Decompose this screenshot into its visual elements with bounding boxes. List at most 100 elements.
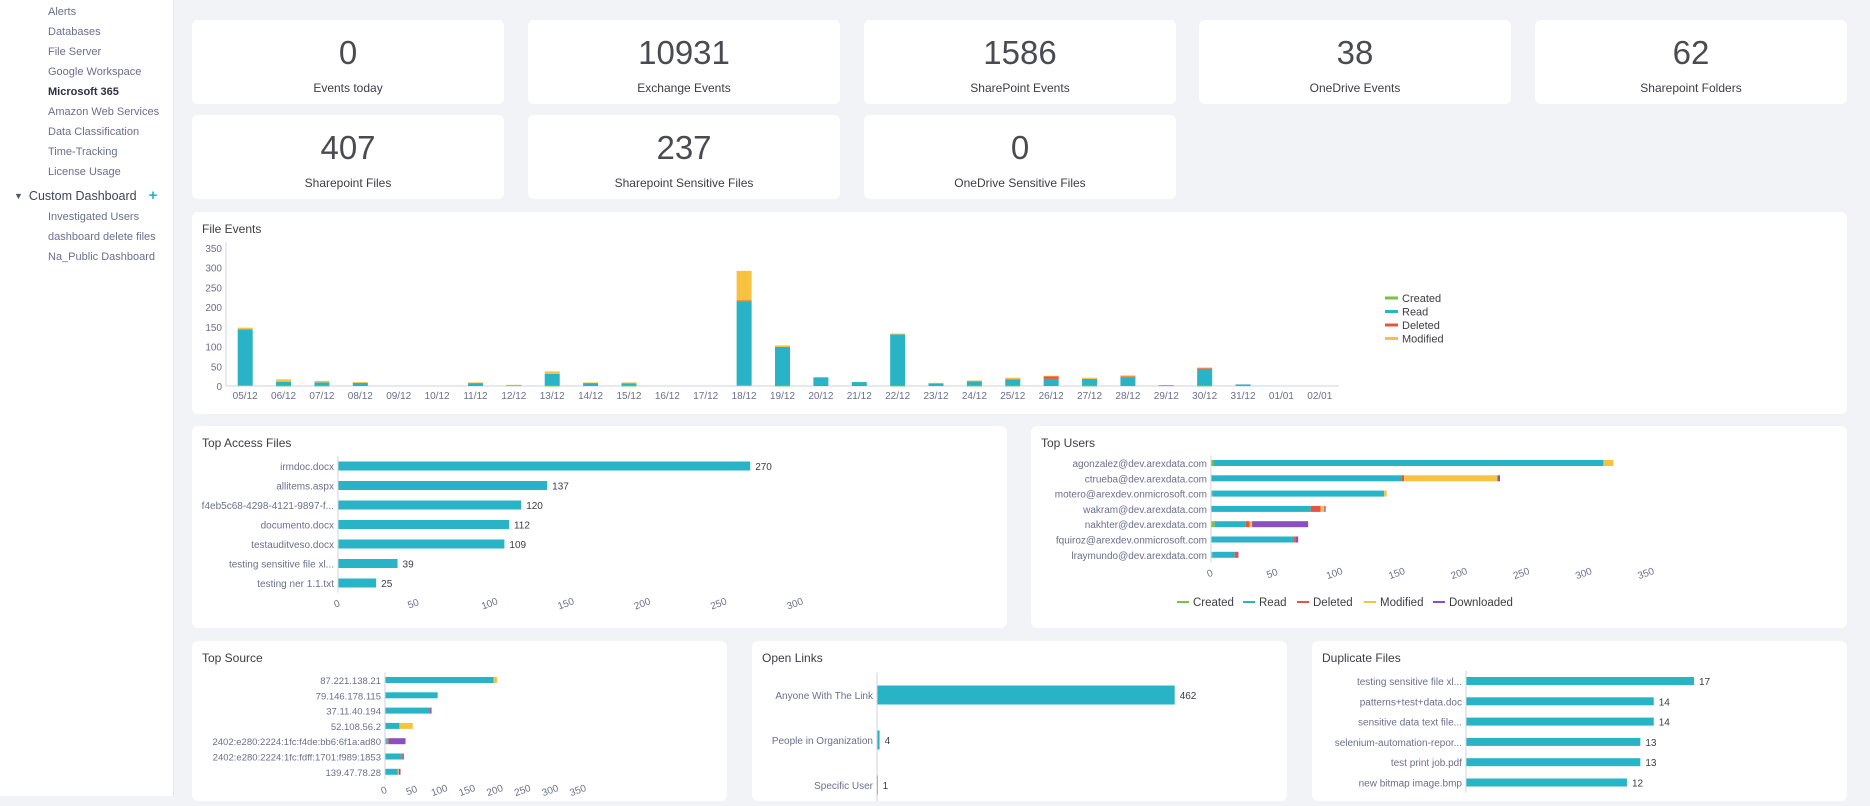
bar-created-agonzalez-dev-arexdata-com[interactable] bbox=[1211, 460, 1214, 466]
bar-read-139-47-78-28[interactable] bbox=[385, 768, 398, 775]
bar-read-08-12[interactable] bbox=[352, 382, 368, 386]
legend-label-deleted[interactable]: Deleted bbox=[1313, 597, 1353, 609]
bar-created-30-12[interactable] bbox=[1197, 385, 1213, 387]
bar-read-ctrueba-dev-arexdata-com[interactable] bbox=[1211, 475, 1402, 482]
bar-modified-28-12[interactable] bbox=[1120, 375, 1136, 377]
bar-read-87-221-138-21[interactable] bbox=[385, 677, 494, 683]
stat-card-sharepoint-events[interactable]: 1586 SharePoint Events bbox=[864, 20, 1176, 104]
bar-modified-12-12[interactable] bbox=[506, 384, 522, 386]
bar-deleted-nakhter-dev-arexdata-com[interactable] bbox=[1245, 521, 1250, 528]
bar-modified-13-12[interactable] bbox=[544, 371, 560, 374]
stat-card-exchange-events[interactable]: 10931 Exchange Events bbox=[528, 20, 840, 104]
sidebar-item-data-classification[interactable]: Data Classification bbox=[48, 126, 140, 138]
bar-created-13-12[interactable] bbox=[544, 385, 560, 387]
bar-created-lraymundo-dev-arexdata-com[interactable] bbox=[1211, 551, 1213, 558]
sidebar-item-na-public-dashboard[interactable]: Na_Public Dashboard bbox=[48, 251, 156, 263]
bar-testauditveso-docx[interactable] bbox=[338, 539, 505, 549]
bar-read-agonzalez-dev-arexdata-com[interactable] bbox=[1213, 460, 1604, 466]
bar-modified-30-12[interactable] bbox=[1197, 367, 1213, 369]
bar-read-06-12[interactable] bbox=[276, 381, 292, 386]
bar-created-motero-arexdev-onmicrosoft-com[interactable] bbox=[1211, 490, 1213, 497]
bar-read-30-12[interactable] bbox=[1197, 369, 1213, 386]
bar-read-05-12[interactable] bbox=[237, 329, 253, 386]
bar-irmdoc-docx[interactable] bbox=[338, 461, 751, 471]
bar-modified-wakram-dev-arexdata-com[interactable] bbox=[1320, 505, 1325, 512]
bar-testing-sensitive-file-xl[interactable] bbox=[1466, 677, 1694, 685]
sidebar-item-microsoft-365[interactable]: Microsoft 365 bbox=[48, 86, 119, 98]
bar-read-25-12[interactable] bbox=[1005, 379, 1021, 386]
bar-modified-motero-arexdev-onmicrosoft-com[interactable] bbox=[1384, 490, 1387, 497]
bar-deleted-139-47-78-28[interactable] bbox=[397, 768, 398, 775]
stat-card-onedrive-events[interactable]: 38 OneDrive Events bbox=[1199, 20, 1511, 104]
bar-deleted-18-12[interactable] bbox=[736, 300, 752, 302]
bar-read-27-12[interactable] bbox=[1082, 379, 1098, 386]
stat-card-sharepoint-sensitive-files[interactable]: 237 Sharepoint Sensitive Files bbox=[528, 115, 840, 199]
bar-read-31-12[interactable] bbox=[1235, 384, 1251, 386]
bar-created-05-12[interactable] bbox=[237, 385, 253, 387]
legend-label-read[interactable]: Read bbox=[1259, 597, 1287, 609]
bar-modified-18-12[interactable] bbox=[736, 270, 752, 301]
bar-modified-26-12[interactable] bbox=[1043, 375, 1059, 377]
bar-modified-11-12[interactable] bbox=[467, 382, 483, 384]
bar-downloaded-fquiroz-arexdev-onmicrosoft-com[interactable] bbox=[1295, 536, 1299, 543]
bar-read-20-12[interactable] bbox=[813, 377, 829, 386]
legend-label-deleted[interactable]: Deleted bbox=[1402, 320, 1440, 332]
bar-downloaded-37-11-40-194[interactable] bbox=[430, 707, 432, 714]
bar-modified-22-12[interactable] bbox=[890, 333, 906, 335]
bar-sensitive-data-text-file[interactable] bbox=[1466, 717, 1654, 726]
sidebar-item-license-usage[interactable]: License Usage bbox=[48, 166, 121, 178]
bar-read-14-12[interactable] bbox=[583, 382, 599, 386]
bar-created-15-12[interactable] bbox=[621, 385, 637, 387]
bar-read-24-12[interactable] bbox=[966, 381, 982, 386]
bar-modified-ctrueba-dev-arexdata-com[interactable] bbox=[1404, 475, 1498, 482]
bar-modified-25-12[interactable] bbox=[1005, 377, 1021, 380]
legend-label-created[interactable]: Created bbox=[1402, 293, 1441, 305]
bar-deleted-27-12[interactable] bbox=[1082, 378, 1098, 380]
bar-deleted-2402-e280-2224-1fc-f4de-bb6-6f1a-ad80[interactable] bbox=[387, 738, 389, 745]
bar-read-13-12[interactable] bbox=[544, 373, 560, 386]
bar-deleted-26-12[interactable] bbox=[1043, 376, 1059, 379]
bar-downloaded-lraymundo-dev-arexdata-com[interactable] bbox=[1237, 551, 1239, 558]
bar-created-2402-e280-2224-1fc-f4de-bb6-6f1a-ad80[interactable] bbox=[385, 738, 387, 745]
bar-downloaded-2402-e280-2224-1fc-fdff-1701-f989-1853[interactable] bbox=[402, 753, 404, 760]
bar-read-22-12[interactable] bbox=[890, 334, 906, 386]
sidebar-item-google-workspace[interactable]: Google Workspace bbox=[48, 66, 142, 78]
bar-created-27-12[interactable] bbox=[1082, 385, 1098, 387]
sidebar-item-alerts[interactable]: Alerts bbox=[48, 6, 77, 18]
bar-read-fquiroz-arexdev-onmicrosoft-com[interactable] bbox=[1211, 536, 1294, 543]
sidebar-group-custom-dashboard[interactable]: ▼ Custom Dashboard + bbox=[14, 187, 157, 204]
bar-read-motero-arexdev-onmicrosoft-com[interactable] bbox=[1212, 490, 1385, 497]
bar-modified-07-12[interactable] bbox=[314, 380, 330, 383]
bar-modified-06-12[interactable] bbox=[276, 379, 292, 382]
bar-read-2402-e280-2224-1fc-f4de-bb6-6f1a-ad80[interactable] bbox=[386, 738, 388, 745]
bar-read-79-146-178-115[interactable] bbox=[385, 692, 438, 699]
bar-created-25-12[interactable] bbox=[1005, 385, 1021, 387]
bar-read-07-12[interactable] bbox=[314, 382, 330, 386]
sidebar-item-time-tracking[interactable]: Time-Tracking bbox=[48, 146, 118, 158]
sidebar-item-investigated-users[interactable]: Investigated Users bbox=[48, 211, 140, 223]
bar-downloaded-139-47-78-28[interactable] bbox=[398, 768, 401, 775]
legend-label-created[interactable]: Created bbox=[1193, 597, 1234, 609]
bar-deleted-lraymundo-dev-arexdata-com[interactable] bbox=[1234, 551, 1238, 558]
bar-f4eb5c68-4298-4121-9897-f[interactable] bbox=[338, 500, 522, 510]
bar-downloaded-2402-e280-2224-1fc-f4de-bb6-6f1a-ad80[interactable] bbox=[388, 738, 406, 745]
bar-modified-05-12[interactable] bbox=[237, 327, 253, 330]
bar-modified-24-12[interactable] bbox=[966, 380, 982, 382]
caret-down-icon[interactable]: ▼ bbox=[14, 190, 23, 201]
bar-read-21-12[interactable] bbox=[851, 382, 867, 386]
bar-read-28-12[interactable] bbox=[1120, 377, 1136, 386]
bar-read-11-12[interactable] bbox=[467, 382, 483, 386]
legend-label-modified[interactable]: Modified bbox=[1402, 334, 1444, 346]
bar-read-nakhter-dev-arexdata-com[interactable] bbox=[1214, 521, 1246, 528]
bar-downloaded-ctrueba-dev-arexdata-com[interactable] bbox=[1497, 475, 1501, 482]
sidebar-item-dashboard-delete-files[interactable]: dashboard delete files bbox=[48, 231, 156, 243]
bar-downloaded-wakram-dev-arexdata-com[interactable] bbox=[1324, 505, 1326, 512]
bar-read-29-12[interactable] bbox=[1158, 385, 1174, 387]
legend-label-modified[interactable]: Modified bbox=[1380, 597, 1423, 609]
bar-modified-19-12[interactable] bbox=[775, 345, 790, 347]
bar-deleted-28-12[interactable] bbox=[1120, 376, 1136, 378]
stat-card-onedrive-sensitive-files[interactable]: 0 OneDrive Sensitive Files bbox=[864, 115, 1176, 199]
bar-read-52-108-56-2[interactable] bbox=[385, 722, 400, 729]
bar-modified-08-12[interactable] bbox=[352, 382, 368, 383]
bar-deleted-fquiroz-arexdev-onmicrosoft-com[interactable] bbox=[1293, 536, 1296, 543]
